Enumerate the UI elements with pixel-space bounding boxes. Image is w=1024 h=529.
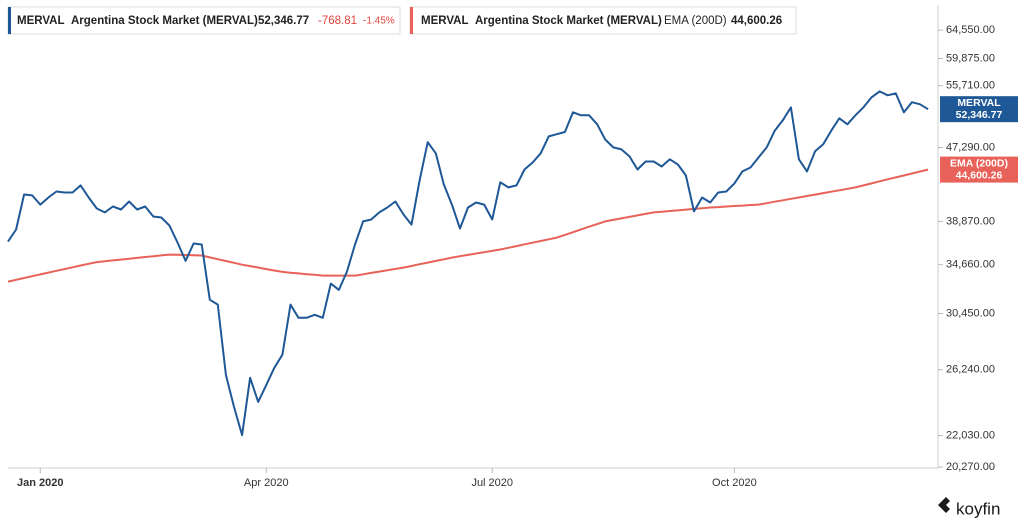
- y-tick-label: 20,270.00: [946, 461, 995, 473]
- legend-last: 52,346.77: [258, 15, 309, 27]
- y-tick-label: 30,450.00: [946, 307, 995, 319]
- legend-swatch: [410, 7, 413, 34]
- legend-box: [409, 6, 797, 35]
- brand-icon: [938, 497, 950, 513]
- x-tick-label: Jan 2020: [17, 477, 63, 489]
- y-tick-label: 55,710.00: [946, 80, 995, 92]
- legend-description: Argentina Stock Market (MERVAL): [71, 15, 258, 27]
- legend-ticker: MERVAL: [17, 15, 65, 27]
- price-tag: [940, 96, 1018, 123]
- legend-change: -768.81: [318, 15, 357, 27]
- price-tag-value: 44,600.26: [956, 169, 1003, 181]
- price-tag-value: 52,346.77: [956, 109, 1003, 121]
- x-tick-label: Oct 2020: [712, 477, 757, 489]
- brand-name: koyfin: [956, 499, 1000, 518]
- legend-box: [7, 6, 401, 35]
- y-tick-label: 47,290.00: [946, 141, 995, 153]
- y-tick-label: 34,660.00: [946, 259, 995, 271]
- y-tick-label: 64,550.00: [946, 24, 995, 36]
- price-tag-name: EMA (200D): [950, 157, 1008, 169]
- x-tick-label: Jul 2020: [471, 477, 513, 489]
- price-tag-name: MERVAL: [957, 97, 1001, 109]
- legend-change-pct: -1.45%: [363, 16, 395, 27]
- legend-series-name: EMA (200D): [664, 15, 727, 27]
- series-line: [7, 168, 929, 283]
- series-line: [7, 90, 929, 437]
- legend-ticker: MERVAL: [421, 15, 469, 27]
- y-tick-label: 26,240.00: [946, 364, 995, 376]
- plot-area: [7, 90, 929, 437]
- y-tick-label: 59,875.00: [946, 52, 995, 64]
- legend-description: Argentina Stock Market (MERVAL): [475, 15, 662, 27]
- price-tag: [940, 156, 1018, 183]
- legend-swatch: [8, 7, 11, 34]
- y-tick-label: 38,870.00: [946, 215, 995, 227]
- y-tick-label: 22,030.00: [946, 430, 995, 442]
- legend-last: 44,600.26: [731, 15, 782, 27]
- x-tick-label: Apr 2020: [244, 477, 289, 489]
